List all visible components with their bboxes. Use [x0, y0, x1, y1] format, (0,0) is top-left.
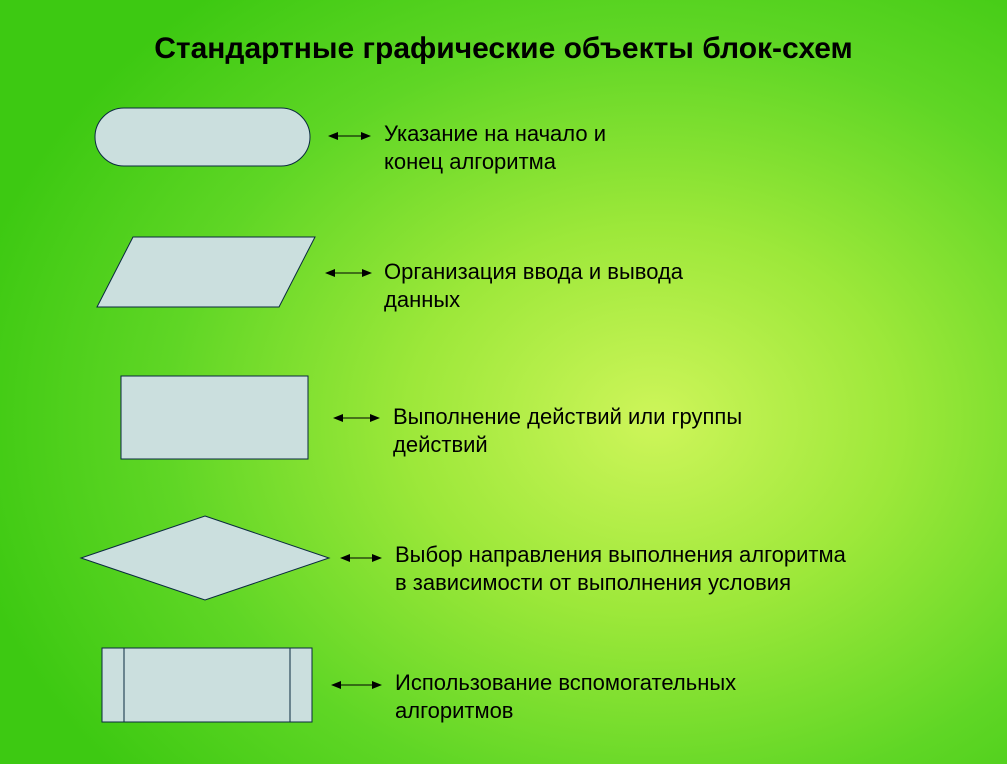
diamond-shape: [78, 513, 332, 603]
rectangle-shape: [118, 373, 311, 462]
shape-description: Использование вспомогательных алгоритмов: [395, 669, 736, 724]
double-arrow: [319, 675, 394, 695]
subroutine-shape: [99, 645, 315, 725]
shape-description: Выполнение действий или группы действий: [393, 403, 742, 458]
parallelogram-shape: [94, 234, 318, 310]
terminator-shape: [92, 105, 313, 169]
shape-description: Указание на начало и конец алгоритма: [384, 120, 606, 175]
double-arrow: [321, 408, 392, 428]
shape-description: Выбор направления выполнения алгоритма в…: [395, 541, 846, 596]
double-arrow: [316, 126, 383, 146]
double-arrow: [313, 263, 384, 283]
page-title: Стандартные графические объекты блок-схе…: [0, 32, 1007, 66]
double-arrow: [328, 548, 394, 568]
shape-description: Организация ввода и вывода данных: [384, 258, 683, 313]
